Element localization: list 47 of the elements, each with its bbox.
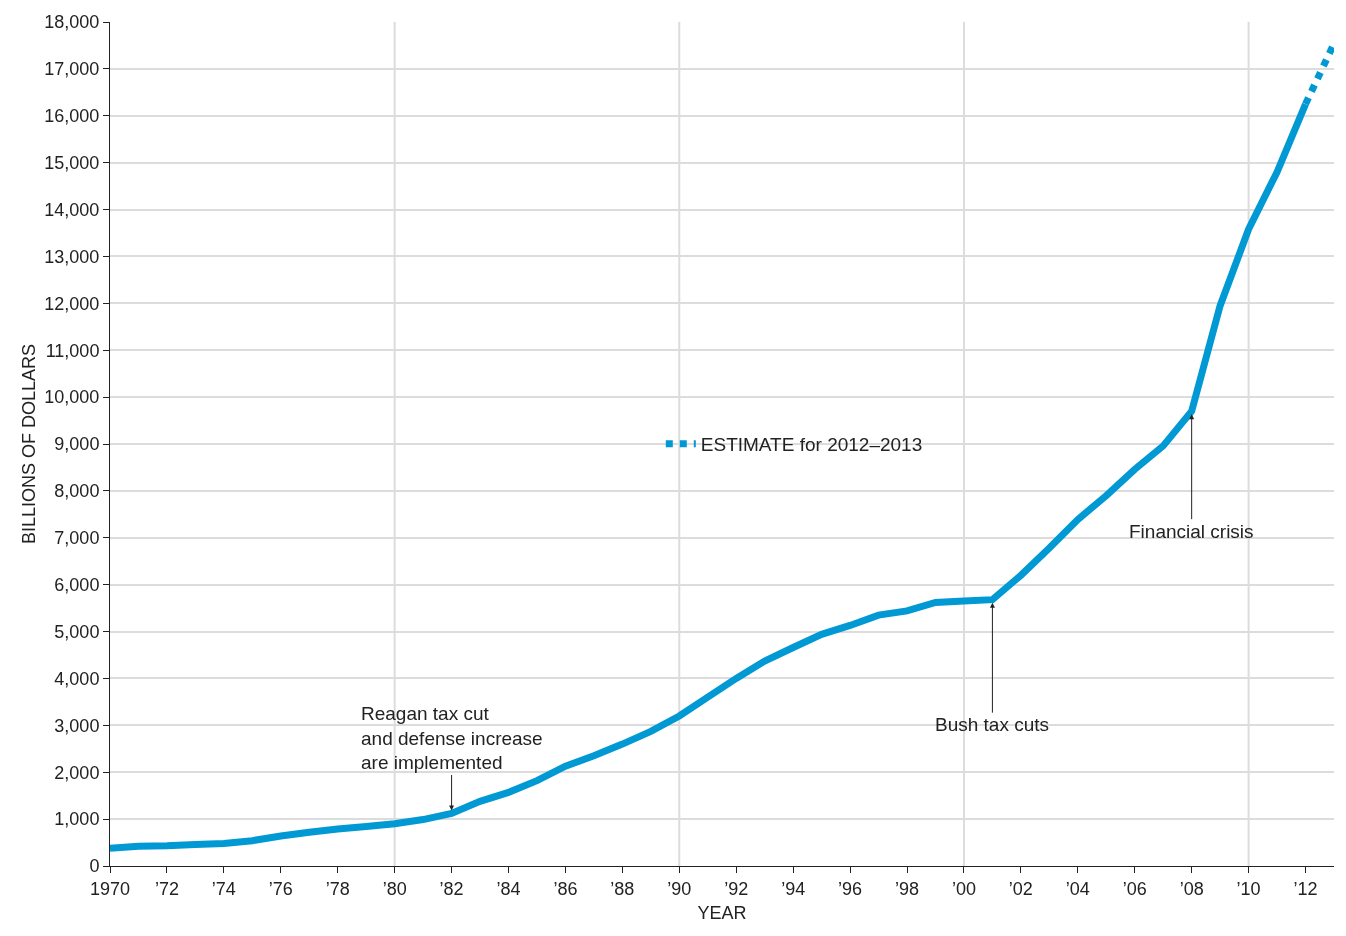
- x-tick-label: ’96: [838, 878, 863, 899]
- y-tick-label: 15,000: [44, 152, 100, 173]
- x-tick-label: 1970: [89, 878, 131, 899]
- y-tick-label: 18,000: [44, 12, 100, 33]
- x-tick-label: ’08: [1179, 878, 1204, 899]
- y-tick-label: 17,000: [44, 59, 100, 80]
- x-tick-label: ’78: [325, 878, 350, 899]
- x-tick-label: ’76: [268, 878, 293, 899]
- y-tick-label: 7,000: [54, 528, 100, 549]
- annotation: Reagan tax cut and defense increase are implemented: [361, 703, 543, 774]
- legend-label: ESTIMATE for 2012–2013: [700, 434, 923, 456]
- y-tick-label: 14,000: [44, 199, 100, 220]
- x-tick-label: ’90: [667, 878, 692, 899]
- annotation: Bush tax cuts: [935, 714, 1050, 735]
- x-tick-label: ’92: [724, 878, 749, 899]
- x-tick-label: ’86: [553, 878, 578, 899]
- x-tick-label: ’12: [1293, 878, 1318, 899]
- x-tick-label: ’72: [154, 878, 179, 899]
- x-tick-label: ’82: [439, 878, 464, 899]
- y-tick-label: 1,000: [54, 809, 100, 830]
- y-tick-label: 6,000: [54, 574, 100, 595]
- y-tick-label: 12,000: [44, 293, 100, 314]
- x-tick-label: ’04: [1065, 878, 1090, 899]
- x-tick-label: ’10: [1236, 878, 1261, 899]
- y-tick-label: 0: [89, 856, 100, 877]
- y-axis-title: BILLIONS OF DOLLARS: [18, 343, 39, 545]
- x-tick-label: ’06: [1122, 878, 1147, 899]
- x-tick-label: ’84: [496, 878, 521, 899]
- y-tick-label: 5,000: [54, 621, 100, 642]
- y-tick-label: 16,000: [44, 106, 100, 127]
- x-tick-label: ’98: [895, 878, 920, 899]
- x-tick-label: ’02: [1008, 878, 1033, 899]
- annotation: Financial crisis: [1129, 521, 1254, 542]
- x-axis-title: YEAR: [697, 902, 747, 923]
- y-tick-label: 10,000: [44, 387, 100, 408]
- y-tick-label: 8,000: [54, 481, 100, 502]
- y-tick-label: 4,000: [54, 668, 100, 689]
- x-tick-label: ’88: [610, 878, 635, 899]
- x-tick-label: ’80: [382, 878, 407, 899]
- x-tick-label: ’74: [211, 878, 236, 899]
- x-tick-label: ’94: [781, 878, 806, 899]
- y-tick-label: 9,000: [54, 434, 100, 455]
- y-tick-label: 11,000: [45, 340, 100, 361]
- y-tick-label: 13,000: [44, 246, 100, 267]
- y-tick-label: 2,000: [54, 762, 100, 783]
- y-tick-label: 3,000: [54, 715, 100, 736]
- x-tick-label: ’00: [951, 878, 976, 899]
